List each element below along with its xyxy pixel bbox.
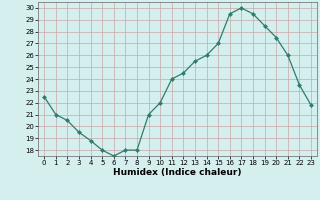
- X-axis label: Humidex (Indice chaleur): Humidex (Indice chaleur): [113, 168, 242, 177]
